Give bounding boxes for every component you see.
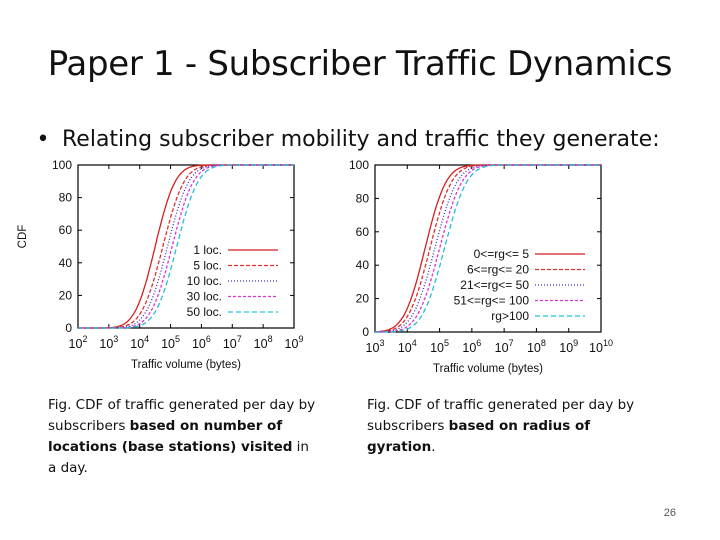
x-tick-label: 107 — [495, 338, 514, 355]
caption-right: Fig. CDF of traffic generated per day by… — [367, 395, 642, 458]
x-tick-label: 105 — [161, 334, 180, 351]
x-tick-label: 104 — [130, 334, 149, 351]
plot-frame — [77, 164, 295, 329]
caption-left: Fig. CDF of traffic generated per day by… — [48, 395, 320, 479]
legend-entry: 21<=rg<= 50 — [460, 278, 529, 292]
caption-left-part1: Fig. CDF of traffic generated per day by… — [48, 397, 316, 434]
chart-2: 0 20 40 60 80 100 103 104 105 106 107 108 109 1010 Tra… — [349, 158, 613, 375]
y-axis-label: CDF — [17, 225, 29, 249]
y-tick-label: 40 — [59, 256, 73, 270]
caption-left-part3: in a day. — [48, 439, 309, 476]
legend-entry: 50 loc. — [187, 305, 222, 319]
legend-entry: 6<=rg<= 20 — [467, 263, 529, 277]
x-axis-label: Traffic volume (bytes) — [131, 359, 241, 371]
series-line — [78, 164, 294, 329]
caption-left-part2: based on number of locations (base stati… — [48, 418, 293, 455]
legend-entry: 1 loc. — [193, 243, 222, 257]
page-number: 26 — [663, 507, 676, 519]
caption-right-part2: based on radius of gyration — [367, 418, 591, 455]
x-tick-label: 108 — [527, 338, 546, 355]
x-tick-label: 103 — [99, 334, 118, 351]
bullet-icon: • — [36, 127, 50, 152]
legend-entry: 5 loc. — [193, 259, 222, 273]
y-tick-label: 20 — [356, 292, 370, 306]
x-tick-label: 106 — [462, 338, 481, 355]
x-tick-label: 107 — [223, 334, 242, 351]
x-tick-label: 106 — [192, 334, 211, 351]
series-line — [78, 164, 294, 329]
y-tick-label: 60 — [356, 225, 370, 239]
x-tick-label: 104 — [398, 338, 417, 355]
y-tick-label: 80 — [356, 191, 370, 205]
y-tick-label: 80 — [59, 191, 73, 205]
series-line — [78, 164, 294, 329]
series-line — [375, 164, 601, 333]
series-line — [78, 164, 294, 329]
chart-1: 0 20 40 60 80 100 102 103 104 105 106 107 108 109 Traf… — [17, 158, 303, 371]
y-tick-label: 100 — [349, 158, 369, 172]
bullet-text: Relating subscriber mobility and traffic… — [62, 127, 660, 152]
y-tick-label: 0 — [362, 325, 369, 339]
x-tick-label: 102 — [69, 334, 88, 351]
x-axis-label: Traffic volume (bytes) — [433, 363, 543, 375]
slide-title: Paper 1 - Subscriber Traffic Dynamics — [47, 44, 673, 84]
y-tick-label: 20 — [59, 288, 73, 302]
x-tick-label: 105 — [430, 338, 449, 355]
caption-right-part3: . — [431, 439, 436, 455]
legend-entry: 10 loc. — [187, 274, 222, 288]
legend-entry: 51<=rg<= 100 — [454, 294, 530, 308]
x-tick-label: 108 — [254, 334, 273, 351]
y-tick-label: 0 — [65, 321, 72, 335]
y-tick-label: 100 — [52, 158, 72, 172]
legend-entry: 0<=rg<= 5 — [474, 247, 530, 261]
series-line — [78, 164, 294, 329]
x-tick-label: 109 — [285, 334, 304, 351]
bullet-point: • Relating subscriber mobility and traffi… — [36, 127, 660, 152]
y-tick-label: 40 — [356, 258, 370, 272]
x-tick-label: 1010 — [589, 338, 613, 355]
y-tick-label: 60 — [59, 223, 73, 237]
x-tick-label: 103 — [366, 338, 385, 355]
caption-right-part1: Fig. CDF of traffic generated per day by… — [367, 397, 635, 434]
x-tick-label: 109 — [559, 338, 578, 355]
legend-entry: rg>100 — [491, 309, 529, 323]
legend-entry: 30 loc. — [187, 290, 222, 304]
